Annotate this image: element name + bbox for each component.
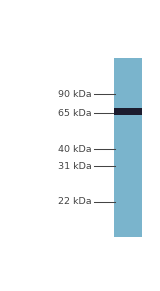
Text: 31 kDa: 31 kDa <box>58 162 91 171</box>
Bar <box>114 108 142 115</box>
Text: 40 kDa: 40 kDa <box>58 145 91 154</box>
Text: 65 kDa: 65 kDa <box>58 109 91 118</box>
Bar <box>114 58 142 237</box>
Text: 22 kDa: 22 kDa <box>58 197 91 206</box>
Text: 90 kDa: 90 kDa <box>58 90 91 99</box>
